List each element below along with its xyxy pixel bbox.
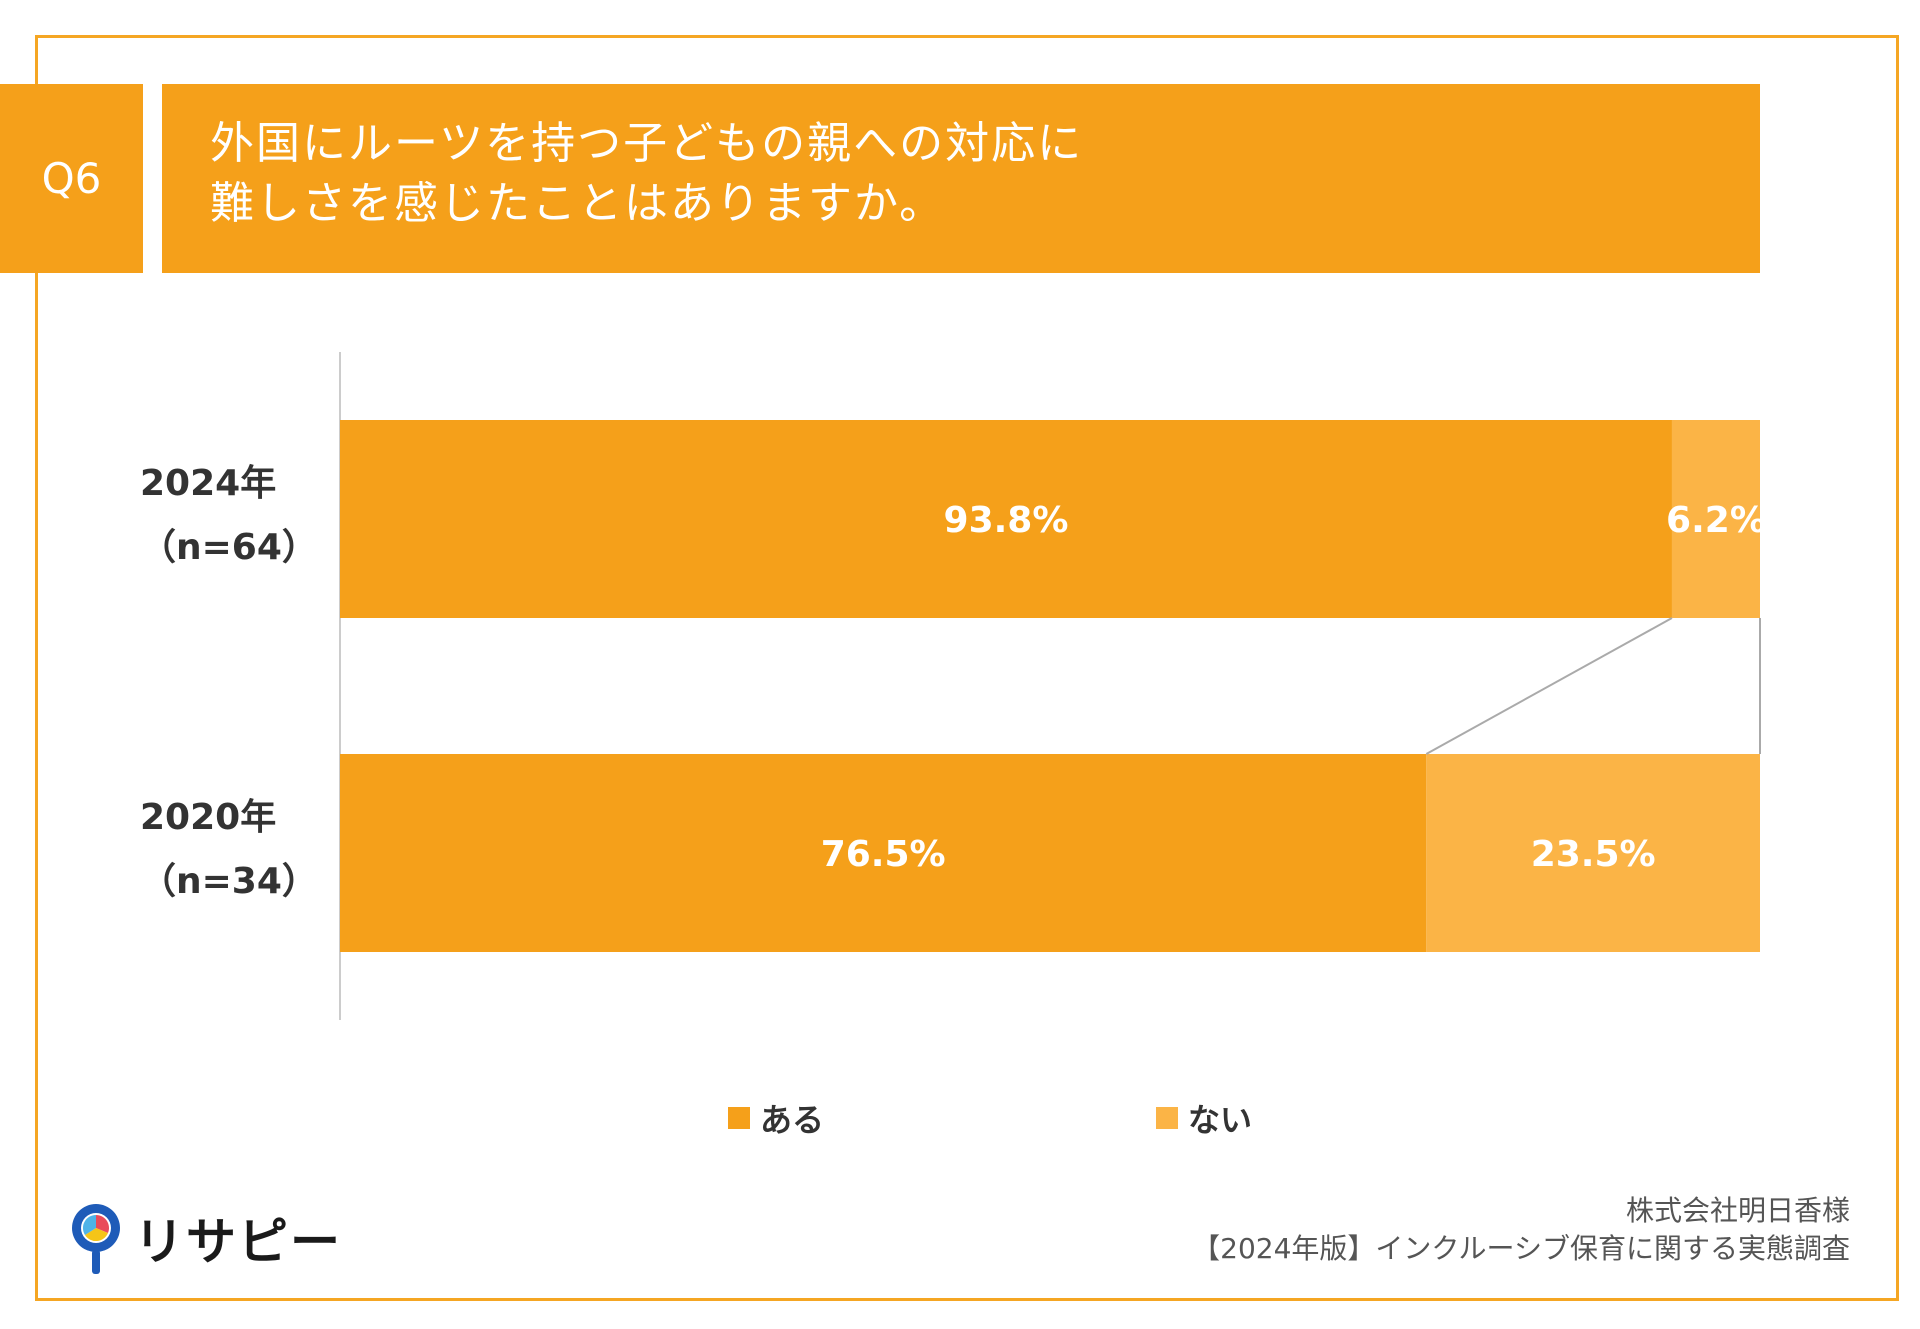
credit-survey: 【2024年版】インクルーシブ保育に関する実態調査 [1192,1232,1850,1265]
bar-nai-0 [1671,420,1760,618]
brand-logo-text: リサピー [134,1213,342,1271]
connector-line-boundary [1425,617,1673,755]
category-label-2020-n: （n=34） [140,861,318,902]
question-number: Q6 [0,84,143,273]
category-label-2024: 2024年 （n=64） [140,452,318,580]
source-credit: 株式会社明日香様 【2024年版】インクルーシブ保育に関する実態調査 [1192,1192,1850,1268]
question-title-line1: 外国にルーツを持つ子どもの親への対応に [210,118,1084,169]
data-label-aru-0: 93.8% [944,500,1069,541]
legend-label-nai: ない [1188,1101,1253,1139]
location-pin-icon [72,1204,120,1274]
legend-swatch-nai [1156,1107,1178,1129]
data-label-aru-1: 76.5% [821,834,946,875]
brand-logo: リサピー [68,1200,342,1276]
bar-aru-0 [340,420,1672,618]
question-title-line2: 難しさを感じたことはありますか。 [210,178,946,229]
legend-swatch-aru [728,1107,750,1129]
category-label-2020-year: 2020年 [140,797,277,838]
credit-client: 株式会社明日香様 [1625,1194,1850,1227]
legend-item-aru: ある [728,1095,824,1141]
bar-aru-1 [340,754,1427,952]
category-label-2024-n: （n=64） [140,527,318,568]
outer-frame [35,35,1899,1301]
bar-nai-1 [1426,754,1760,952]
category-label-2020: 2020年 （n=34） [140,786,318,914]
question-title: 外国にルーツを持つ子どもの親への対応に 難しさを感じたことはありますか。 [162,84,1760,273]
category-label-2024-year: 2024年 [140,463,277,504]
legend-item-nai: ない [1156,1095,1252,1141]
legend-label-aru: ある [760,1101,825,1139]
data-label-nai-1: 23.5% [1531,834,1656,875]
data-label-nai-0: 6.2% [1666,500,1766,541]
